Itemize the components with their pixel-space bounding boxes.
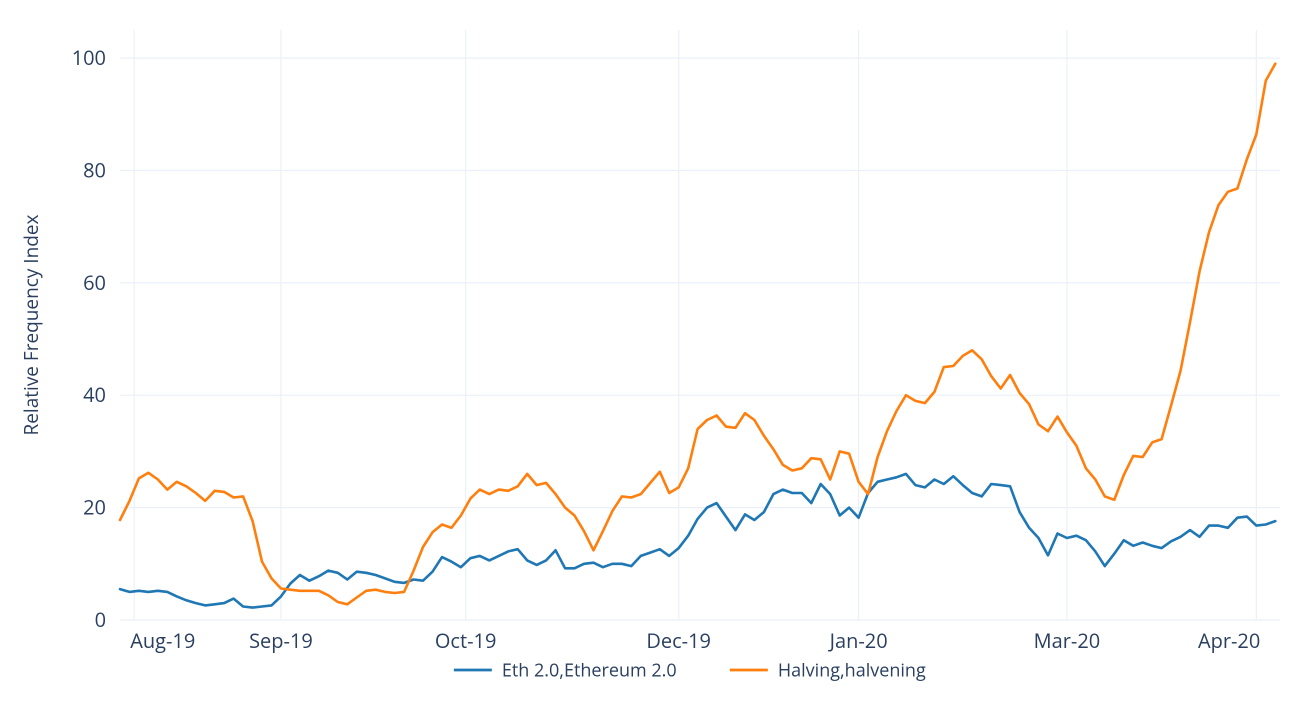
series-line-1 [120, 64, 1275, 605]
legend-label-1: Halving,halvening [778, 658, 926, 682]
x-tick-label: Mar-20 [1034, 627, 1101, 654]
y-tick-label: 60 [83, 269, 106, 296]
x-tick-label: Oct-19 [435, 627, 497, 654]
y-tick-label: 20 [83, 494, 106, 521]
y-axis-label: Relative Frequency Index [18, 214, 44, 435]
x-tick-label: Apr-20 [1198, 627, 1260, 654]
y-tick-label: 40 [83, 381, 106, 408]
y-tick-label: 0 [95, 606, 106, 633]
legend-label-0: Eth 2.0,Ethereum 2.0 [502, 658, 677, 682]
x-tick-label: Sep-19 [249, 627, 313, 654]
frequency-index-chart: 0 20 40 60 80 100 Aug-19 Sep-19 Oct-19 Dec-19 Jan-… [0, 0, 1308, 701]
y-tick-label: 100 [72, 44, 106, 71]
y-tick-label: 80 [83, 156, 106, 183]
x-tick-label: Dec-19 [646, 627, 711, 654]
x-tick-label: Jan-20 [828, 627, 888, 654]
chart-svg: 0 20 40 60 80 100 Aug-19 Sep-19 Oct-19 Dec-19 Jan-… [0, 0, 1308, 701]
x-tick-label: Aug-19 [130, 627, 195, 654]
